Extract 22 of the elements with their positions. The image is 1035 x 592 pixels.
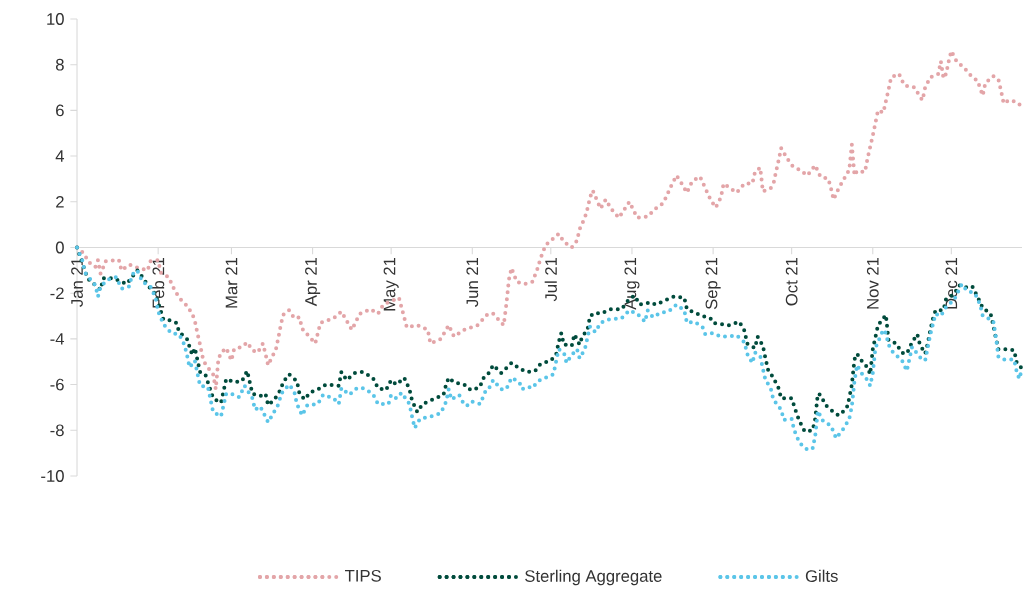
y-tick-label: 8: [55, 58, 64, 71]
legend-label: TIPS: [345, 569, 381, 582]
y-tick-label: 0: [55, 241, 64, 254]
x-tick-label: Oct 21: [785, 257, 798, 306]
x-tick-label: Jun 21: [466, 257, 479, 307]
x-tick-label: Jul 21: [544, 257, 557, 302]
y-tick-label: 10: [47, 13, 64, 25]
y-tick-label: 4: [55, 150, 65, 162]
y-tick-label: -4: [50, 333, 65, 345]
legend-label: Sterling Aggregate: [525, 569, 662, 586]
x-tick-label: Nov 21: [866, 257, 879, 309]
y-tick-label: -6: [50, 378, 64, 391]
y-tick-label: -8: [50, 424, 64, 437]
y-tick-label: 6: [56, 104, 64, 117]
x-tick-label: Mar 21: [225, 257, 238, 308]
y-tick-label: -10: [41, 470, 64, 482]
y-tick-label: -2: [50, 287, 64, 300]
x-tick-label: Apr 21: [305, 257, 321, 307]
y-tick-label: 2: [56, 195, 64, 208]
x-tick-label: Aug 21: [624, 257, 640, 310]
legend-label: Gilts: [805, 569, 838, 582]
x-tick-label: Sep 21: [705, 257, 721, 310]
